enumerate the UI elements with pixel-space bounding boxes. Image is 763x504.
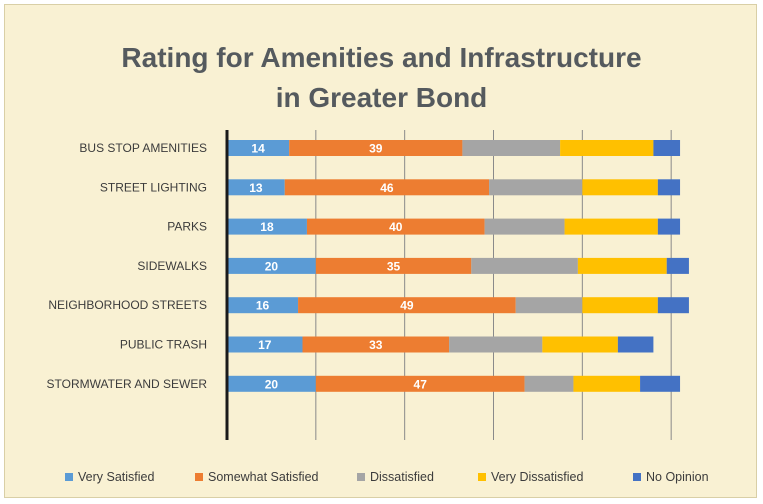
chart-title: Rating for Amenities and Infrastructure …	[0, 38, 763, 118]
bar-segment	[657, 218, 681, 235]
bar-segment	[315, 375, 525, 392]
category-label: STORMWATER AND SEWER	[47, 377, 208, 391]
data-label: 49	[400, 299, 414, 313]
bar-segment	[653, 140, 681, 156]
chart-title-line-1: Rating for Amenities and Infrastructure	[121, 42, 642, 73]
data-label: 40	[389, 220, 403, 234]
bar-segment	[577, 257, 667, 274]
bar-segment	[617, 336, 654, 353]
category-label: NEIGHBORHOOD STREETS	[48, 298, 207, 312]
legend-item: No Opinion	[633, 470, 709, 484]
bar-segment	[462, 140, 561, 156]
chart-frame	[4, 4, 757, 498]
bar-segment	[560, 140, 654, 156]
bar-segment	[582, 179, 658, 196]
bar-segment	[227, 218, 307, 235]
bar-segment	[582, 297, 658, 314]
legend-item: Dissatisfied	[357, 470, 434, 484]
data-label: 35	[387, 259, 401, 273]
bar-segment	[524, 375, 574, 392]
bar-segment	[306, 218, 485, 235]
legend-swatch	[357, 473, 365, 481]
bar-segment	[657, 297, 689, 314]
bar-segment	[227, 375, 316, 392]
legend-item: Very Satisfied	[65, 470, 154, 484]
bar-row: 13 46	[227, 179, 681, 196]
bar-segment	[640, 375, 681, 392]
data-label: 13	[249, 181, 263, 195]
legend-swatch	[195, 473, 203, 481]
bar-row: 20 35	[227, 257, 689, 274]
data-label: 46	[380, 181, 394, 195]
bar-segment	[302, 336, 450, 353]
bar-row: 16 49	[227, 297, 689, 314]
bar-segment	[657, 179, 681, 196]
data-label: 33	[369, 338, 383, 352]
legend-label: No Opinion	[646, 470, 709, 484]
data-label: 20	[265, 377, 279, 391]
bar-segment	[227, 140, 290, 156]
bar-row: 20 47	[227, 375, 681, 392]
category-label: BUS STOP AMENITIES	[79, 141, 207, 155]
legend-item: Somewhat Satisfied	[195, 470, 319, 484]
bar-segment	[564, 218, 658, 235]
bar-segment	[227, 179, 285, 196]
bar-segment	[298, 297, 516, 314]
category-label: PARKS	[167, 220, 207, 234]
chart-title-line-2: in Greater Bond	[275, 82, 488, 113]
bar-segment	[484, 218, 565, 235]
legend-label: Dissatisfied	[370, 470, 434, 484]
bar-segment	[315, 257, 472, 274]
category-label: STREET LIGHTING	[100, 180, 207, 194]
bar-segment	[573, 375, 641, 392]
bar-segment	[666, 257, 689, 274]
data-label: 20	[265, 259, 279, 273]
bar-segment	[227, 336, 303, 353]
data-label: 18	[260, 220, 274, 234]
legend: Very Satisfied Somewhat Satisfied Dissatis…	[65, 470, 709, 484]
bar-segment	[227, 257, 316, 274]
bar-segment	[227, 297, 299, 314]
legend-item: Very Dissatisfied	[478, 470, 583, 484]
bar-row: 14 39	[227, 140, 681, 156]
bar-segment	[489, 179, 583, 196]
legend-swatch	[478, 473, 486, 481]
bar-segment	[471, 257, 578, 274]
category-label: PUBLIC TRASH	[120, 338, 207, 352]
bar-segment	[289, 140, 463, 156]
data-label: 39	[369, 142, 383, 156]
gridlines	[315, 130, 672, 440]
data-label: 16	[256, 299, 270, 313]
category-label: SIDEWALKS	[137, 259, 207, 273]
bar-row: 17 33	[227, 336, 654, 353]
legend-label: Somewhat Satisfied	[208, 470, 319, 484]
data-label: 17	[258, 338, 272, 352]
legend-swatch	[633, 473, 641, 481]
bar-segment	[284, 179, 490, 196]
legend-label: Very Dissatisfied	[491, 470, 583, 484]
category-labels: BUS STOP AMENITIES STREET LIGHTING PARKS SI…	[47, 141, 208, 391]
bar-row: 18 40	[227, 218, 681, 235]
legend-swatch	[65, 473, 73, 481]
legend-label: Very Satisfied	[78, 470, 154, 484]
data-label: 47	[414, 377, 428, 391]
bar-segment	[515, 297, 583, 314]
bar-segment	[542, 336, 618, 353]
data-label: 14	[251, 142, 265, 156]
bar-segment	[449, 336, 543, 353]
